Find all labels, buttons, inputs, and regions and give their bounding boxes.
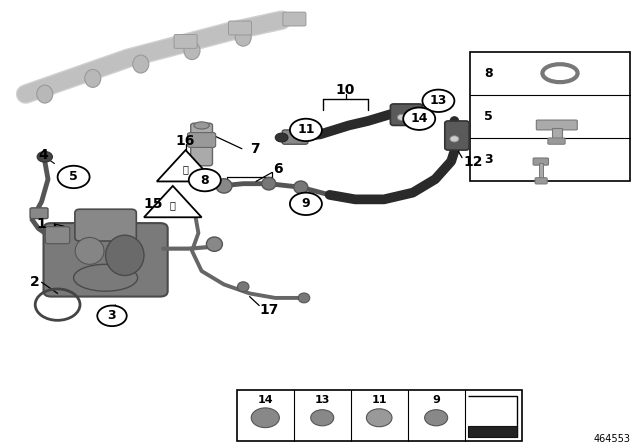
Text: 464553: 464553 xyxy=(593,434,630,444)
Text: 8: 8 xyxy=(484,67,493,80)
Ellipse shape xyxy=(550,68,570,78)
Text: 4: 4 xyxy=(38,147,49,162)
Text: 11: 11 xyxy=(297,123,315,137)
Text: 8: 8 xyxy=(200,173,209,187)
Bar xyxy=(552,128,562,141)
Text: 6: 6 xyxy=(273,162,284,177)
Circle shape xyxy=(450,136,459,142)
Text: 3: 3 xyxy=(108,309,116,323)
Text: 3: 3 xyxy=(484,153,493,166)
Text: 14: 14 xyxy=(410,112,428,125)
Circle shape xyxy=(367,409,392,426)
FancyBboxPatch shape xyxy=(283,12,306,26)
Text: 2: 2 xyxy=(30,275,40,289)
Circle shape xyxy=(311,409,334,426)
Text: 16: 16 xyxy=(176,134,195,148)
Text: 14: 14 xyxy=(257,395,273,405)
Ellipse shape xyxy=(106,235,144,276)
Circle shape xyxy=(97,306,127,326)
Circle shape xyxy=(290,119,322,141)
Circle shape xyxy=(275,133,288,142)
Ellipse shape xyxy=(37,85,53,103)
Circle shape xyxy=(37,151,52,162)
Ellipse shape xyxy=(133,55,149,73)
Circle shape xyxy=(422,90,454,112)
Polygon shape xyxy=(157,150,214,181)
Text: 10: 10 xyxy=(336,82,355,97)
Ellipse shape xyxy=(237,282,249,292)
Text: ⏻: ⏻ xyxy=(182,164,189,174)
Bar xyxy=(539,163,543,180)
Circle shape xyxy=(397,114,406,121)
FancyBboxPatch shape xyxy=(390,104,422,125)
Text: 9: 9 xyxy=(301,197,310,211)
Text: 13: 13 xyxy=(429,94,447,108)
FancyBboxPatch shape xyxy=(228,21,252,35)
FancyBboxPatch shape xyxy=(535,178,547,184)
Ellipse shape xyxy=(194,122,209,129)
Text: 13: 13 xyxy=(314,395,330,405)
Circle shape xyxy=(403,108,435,130)
Ellipse shape xyxy=(184,42,200,60)
FancyBboxPatch shape xyxy=(533,158,548,165)
FancyBboxPatch shape xyxy=(445,121,469,150)
Text: 15: 15 xyxy=(144,197,163,211)
Circle shape xyxy=(251,408,279,427)
Circle shape xyxy=(425,409,448,426)
Circle shape xyxy=(290,193,322,215)
Bar xyxy=(470,52,630,181)
Text: 5: 5 xyxy=(69,170,78,184)
FancyBboxPatch shape xyxy=(188,133,216,147)
Text: 7: 7 xyxy=(250,142,260,156)
Text: 1: 1 xyxy=(36,217,47,231)
FancyBboxPatch shape xyxy=(44,223,168,297)
Ellipse shape xyxy=(206,237,223,251)
FancyBboxPatch shape xyxy=(282,130,308,144)
Circle shape xyxy=(58,166,90,188)
FancyBboxPatch shape xyxy=(548,138,565,144)
Ellipse shape xyxy=(236,28,252,46)
FancyBboxPatch shape xyxy=(536,120,577,130)
Polygon shape xyxy=(144,186,202,217)
Bar xyxy=(237,390,522,441)
Circle shape xyxy=(189,169,221,191)
FancyBboxPatch shape xyxy=(191,123,212,166)
Text: 5: 5 xyxy=(484,110,493,123)
Ellipse shape xyxy=(74,264,138,291)
FancyBboxPatch shape xyxy=(45,227,70,244)
Text: 11: 11 xyxy=(371,395,387,405)
Text: 17: 17 xyxy=(259,303,278,317)
Ellipse shape xyxy=(216,179,232,193)
FancyBboxPatch shape xyxy=(30,208,48,219)
Ellipse shape xyxy=(262,177,276,190)
Text: 12: 12 xyxy=(464,155,483,169)
Text: 9: 9 xyxy=(432,395,440,405)
Text: ⏻: ⏻ xyxy=(170,200,176,210)
Ellipse shape xyxy=(294,181,308,194)
Ellipse shape xyxy=(298,293,310,303)
Ellipse shape xyxy=(84,69,101,87)
FancyBboxPatch shape xyxy=(75,209,136,241)
FancyBboxPatch shape xyxy=(174,34,197,48)
Ellipse shape xyxy=(76,237,104,264)
Bar xyxy=(467,426,517,437)
